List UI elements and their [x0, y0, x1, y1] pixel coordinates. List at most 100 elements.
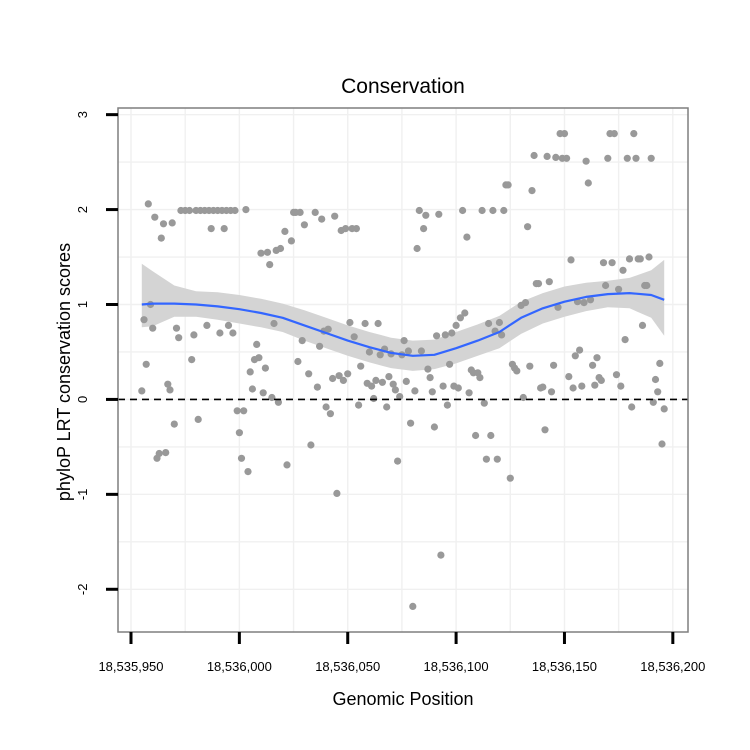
data-point — [565, 373, 573, 381]
data-point — [268, 393, 276, 402]
data-point — [339, 376, 347, 384]
data-point — [350, 333, 358, 341]
data-point — [478, 206, 486, 215]
data-point — [237, 454, 246, 462]
plot-panel — [118, 108, 688, 632]
trend-line — [141, 292, 665, 357]
data-point — [316, 342, 324, 350]
data-point — [636, 255, 644, 263]
data-point — [554, 303, 562, 311]
data-point — [283, 461, 291, 469]
data-point — [255, 354, 263, 362]
data-point — [476, 374, 484, 382]
data-point — [407, 419, 415, 427]
data-point — [591, 381, 599, 389]
data-point — [656, 359, 664, 367]
data-point — [487, 431, 495, 440]
data-point — [602, 281, 610, 290]
data-point — [443, 401, 451, 409]
data-point — [437, 551, 445, 559]
data-point — [534, 280, 543, 288]
data-point — [658, 440, 666, 448]
data-point — [140, 316, 148, 324]
data-point — [630, 130, 638, 138]
data-point — [188, 356, 196, 364]
data-point — [144, 200, 152, 208]
data-point — [368, 382, 376, 390]
data-point — [513, 367, 521, 375]
data-point — [231, 206, 239, 215]
data-point — [599, 259, 608, 267]
data-point — [500, 206, 508, 215]
data-point — [244, 468, 252, 476]
data-point — [608, 259, 616, 267]
data-point — [456, 314, 464, 322]
data-point — [355, 401, 363, 409]
data-point — [441, 331, 449, 339]
data-point — [422, 211, 430, 219]
data-point — [448, 329, 456, 337]
data-point — [552, 153, 560, 161]
data-point — [248, 385, 256, 393]
data-point — [190, 331, 198, 339]
data-point — [378, 378, 386, 386]
data-point — [168, 219, 176, 227]
data-point — [651, 375, 660, 384]
data-point — [593, 354, 601, 362]
data-points — [138, 130, 668, 611]
data-point — [396, 393, 404, 401]
data-point — [361, 319, 369, 328]
x-tick-label: 18,536,100 — [424, 659, 489, 674]
data-point — [402, 377, 410, 385]
data-point — [266, 261, 274, 269]
data-point — [615, 285, 623, 293]
y-axis: -2 -1 0 1 2 3 — [75, 111, 118, 595]
data-point — [162, 449, 170, 457]
data-point — [305, 370, 313, 378]
data-point — [170, 420, 178, 428]
data-point — [155, 449, 163, 458]
data-point — [389, 380, 397, 388]
x-tick-label: 18,536,000 — [207, 659, 272, 674]
data-point — [383, 403, 391, 411]
data-point — [420, 225, 428, 233]
data-point — [172, 324, 181, 332]
confidence-band — [141, 259, 665, 371]
data-point — [242, 206, 250, 214]
data-point — [329, 374, 337, 383]
data-point — [417, 347, 425, 355]
data-point — [385, 373, 393, 381]
y-tick-label: 0 — [75, 396, 90, 403]
data-point — [582, 157, 590, 165]
data-point — [567, 256, 575, 264]
data-point — [149, 324, 157, 332]
data-point — [311, 208, 319, 216]
data-point — [357, 362, 365, 370]
data-point — [485, 319, 493, 328]
data-point — [326, 410, 334, 418]
grid-lines — [118, 108, 688, 632]
data-point — [263, 248, 272, 256]
data-point — [400, 337, 408, 345]
data-point — [372, 376, 380, 384]
data-point — [623, 154, 631, 162]
data-point — [365, 348, 373, 356]
data-point — [621, 336, 629, 344]
x-tick-label: 18,536,050 — [315, 659, 380, 674]
data-point — [394, 457, 402, 465]
data-point — [426, 374, 434, 382]
data-point — [216, 329, 224, 337]
y-tick-label: 1 — [75, 301, 90, 308]
data-point — [506, 474, 514, 482]
data-point — [617, 382, 625, 390]
data-point — [294, 357, 302, 366]
data-point — [240, 407, 248, 415]
data-point — [159, 220, 168, 228]
data-point — [430, 423, 438, 431]
data-point — [632, 154, 640, 162]
data-point — [335, 372, 343, 380]
data-point — [461, 309, 469, 317]
data-point — [346, 318, 354, 327]
data-point — [571, 352, 579, 360]
data-point — [597, 376, 605, 384]
